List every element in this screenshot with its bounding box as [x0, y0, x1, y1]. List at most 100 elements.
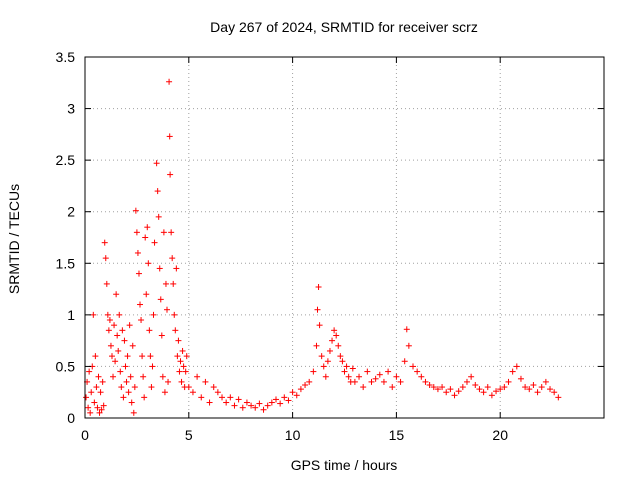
data-point	[368, 378, 375, 385]
data-point	[138, 317, 145, 324]
data-point	[239, 404, 246, 411]
data-point	[124, 353, 131, 360]
data-point	[108, 353, 115, 360]
data-point	[459, 384, 466, 391]
data-point	[326, 347, 333, 354]
data-point	[180, 363, 187, 370]
data-point	[306, 378, 313, 385]
data-point	[128, 399, 135, 406]
data-point	[422, 378, 429, 385]
data-point	[372, 375, 379, 382]
data-point	[364, 368, 371, 375]
data-point	[147, 353, 154, 360]
data-point	[256, 400, 263, 407]
data-point	[223, 399, 230, 406]
data-point	[93, 384, 100, 391]
data-point	[401, 358, 408, 365]
data-point	[285, 397, 292, 404]
data-point	[146, 327, 153, 334]
data-point	[463, 378, 470, 385]
data-point	[96, 409, 103, 416]
data-point	[140, 373, 147, 380]
data-point	[376, 371, 383, 378]
data-point	[534, 389, 541, 396]
data-point	[104, 311, 111, 318]
data-point	[231, 402, 238, 409]
data-point	[243, 399, 250, 406]
data-point	[418, 373, 425, 380]
data-point	[122, 363, 129, 370]
data-point	[113, 291, 120, 298]
data-point	[314, 306, 321, 313]
data-point	[164, 306, 171, 313]
x-tick-label: 20	[492, 427, 508, 443]
data-point	[165, 378, 172, 385]
data-point	[156, 265, 163, 272]
data-point	[335, 342, 342, 349]
data-point	[148, 384, 155, 391]
data-point	[116, 311, 123, 318]
data-point	[130, 409, 137, 416]
data-point	[158, 332, 165, 339]
data-point	[139, 353, 146, 360]
x-tick-label: 10	[285, 427, 301, 443]
data-point	[126, 322, 133, 329]
y-axis-title: SRMTID / TECUs	[6, 184, 22, 294]
data-point	[351, 378, 358, 385]
data-point	[289, 389, 296, 396]
data-point	[451, 392, 458, 399]
data-point	[161, 389, 168, 396]
grid-lines	[85, 57, 604, 418]
data-point	[380, 378, 387, 385]
data-point	[260, 406, 267, 413]
data-point	[509, 368, 516, 375]
data-point	[538, 384, 545, 391]
data-point	[447, 386, 454, 393]
data-point	[175, 337, 182, 344]
data-point	[468, 373, 475, 380]
data-point	[173, 265, 180, 272]
data-point	[115, 347, 122, 354]
y-tick-label: 0.5	[56, 358, 76, 374]
data-point	[315, 284, 322, 291]
data-point	[172, 327, 179, 334]
data-point	[526, 386, 533, 393]
data-point	[177, 358, 184, 365]
data-point	[117, 368, 124, 375]
data-point	[123, 378, 130, 385]
data-point	[341, 368, 348, 375]
data-point	[129, 342, 136, 349]
data-point	[472, 381, 479, 388]
data-point	[142, 234, 149, 241]
data-point	[385, 368, 392, 375]
data-point	[517, 375, 524, 382]
data-point	[443, 389, 450, 396]
data-point	[426, 381, 433, 388]
data-point	[149, 363, 156, 370]
data-point	[345, 373, 352, 380]
data-point	[329, 337, 336, 344]
data-point	[141, 394, 148, 401]
data-point	[488, 392, 495, 399]
data-point	[174, 353, 181, 360]
data-point	[343, 363, 350, 370]
data-point	[133, 229, 140, 236]
data-point	[434, 386, 441, 393]
data-point	[542, 378, 549, 385]
chart-title: Day 267 of 2024, SRMTID for receiver scr…	[210, 19, 478, 35]
data-point	[183, 353, 190, 360]
data-point	[150, 311, 157, 318]
data-point	[293, 392, 300, 399]
data-point	[167, 171, 174, 178]
data-point	[530, 381, 537, 388]
data-point	[313, 342, 320, 349]
data-point	[189, 389, 196, 396]
data-point	[333, 332, 340, 339]
data-point	[405, 342, 412, 349]
data-point	[171, 311, 178, 318]
y-tick-label: 0	[67, 410, 75, 426]
data-point	[182, 368, 189, 375]
data-point	[114, 332, 121, 339]
data-point	[320, 363, 327, 370]
